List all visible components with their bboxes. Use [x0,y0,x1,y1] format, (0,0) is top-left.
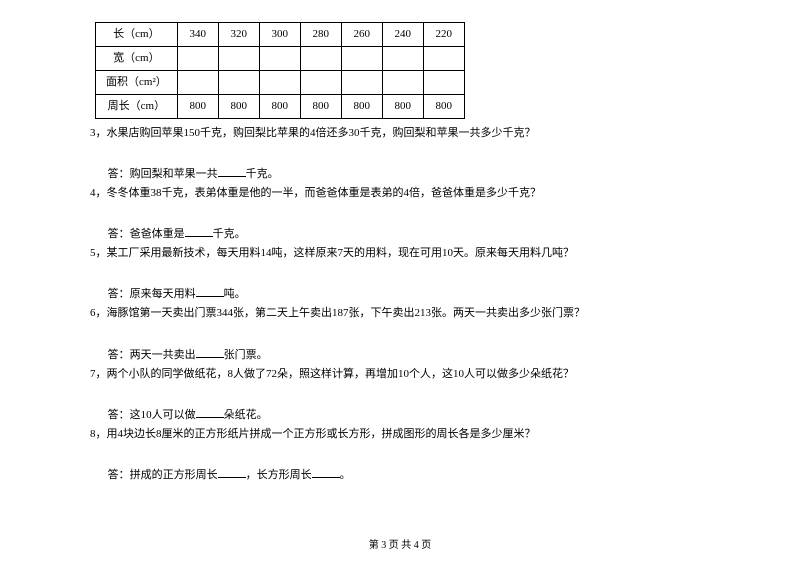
answer-6: 答：两天一共卖出 张门票。 [108,347,710,364]
problem-8: 8，用4块边长8厘米的正方形纸片拼成一个正方形或长方形，拼成图形的周长各是多少厘… [90,426,710,443]
problem-text: 用4块边长8厘米的正方形纸片拼成一个正方形或长方形，拼成图形的周长各是多少厘米？ [107,428,536,440]
cell: 280 [300,23,341,47]
cell: 800 [177,95,218,119]
problem-text: 某工厂采用最新技术，每天用料14吨，这样原来7天的用料，现在可用10天。原来每天… [107,247,575,259]
cell: 340 [177,23,218,47]
problem-text: 冬冬体重38千克，表弟体重是他的一半，而爸爸体重是表弟的4倍，爸爸体重是多少千克… [107,187,542,199]
cell: 800 [341,95,382,119]
blank [196,287,224,298]
cell: 260 [341,23,382,47]
blank [196,407,224,418]
dimensions-table: 长（cm） 340 320 300 280 260 240 220 宽（cm） … [95,22,465,119]
page-footer: 第 3 页 共 4 页 [0,536,800,551]
cell [382,71,423,95]
cell: 220 [423,23,464,47]
problem-number: 3， [90,127,107,139]
cell [259,47,300,71]
answer-3: 答：购回梨和苹果一共 千克。 [108,166,710,183]
answer-suffix: 朵纸花。 [224,409,268,421]
answer-mid: ，长方形周长 [246,469,312,481]
problem-5: 5，某工厂采用最新技术，每天用料14吨，这样原来7天的用料，现在可用10天。原来… [90,245,710,262]
answer-4: 答：爸爸体重是 千克。 [108,226,710,243]
row-label: 宽（cm） [96,47,178,71]
blank [312,467,340,478]
problem-text: 海豚馆第一天卖出门票344张，第二天上午卖出187张，下午卖出213张。两天一共… [107,307,586,319]
table-row: 长（cm） 340 320 300 280 260 240 220 [96,23,465,47]
answer-7: 答：这10人可以做 朵纸花。 [108,407,710,424]
cell [341,47,382,71]
answer-prefix: 答：爸爸体重是 [108,228,185,240]
table-row: 周长（cm） 800 800 800 800 800 800 800 [96,95,465,119]
answer-5: 答：原来每天用料 吨。 [108,286,710,303]
problem-text: 水果店购回苹果150千克，购回梨比苹果的4倍还多30千克，购回梨和苹果一共多少千… [107,127,536,139]
cell [218,47,259,71]
cell: 800 [300,95,341,119]
cell: 320 [218,23,259,47]
problem-number: 6， [90,307,107,319]
cell [423,47,464,71]
cell [177,71,218,95]
cell [382,47,423,71]
cell: 300 [259,23,300,47]
answer-prefix: 答：购回梨和苹果一共 [108,168,218,180]
answer-suffix: 。 [340,469,351,481]
cell [341,71,382,95]
cell [423,71,464,95]
problem-4: 4，冬冬体重38千克，表弟体重是他的一半，而爸爸体重是表弟的4倍，爸爸体重是多少… [90,185,710,202]
problem-3: 3，水果店购回苹果150千克，购回梨比苹果的4倍还多30千克，购回梨和苹果一共多… [90,125,710,142]
row-label: 长（cm） [96,23,178,47]
cell [259,71,300,95]
cell: 800 [423,95,464,119]
answer-suffix: 千克。 [213,228,246,240]
answer-prefix: 答：原来每天用料 [108,288,196,300]
problem-number: 4， [90,187,107,199]
cell: 800 [259,95,300,119]
cell: 800 [218,95,259,119]
blank [196,347,224,358]
blank [218,467,246,478]
row-label: 周长（cm） [96,95,178,119]
problem-number: 7， [90,368,107,380]
row-label: 面积（cm²） [96,71,178,95]
answer-suffix: 千克。 [246,168,279,180]
cell: 240 [382,23,423,47]
answer-suffix: 吨。 [224,288,246,300]
cell [300,47,341,71]
answer-prefix: 答：两天一共卖出 [108,349,196,361]
blank [185,226,213,237]
table-row: 宽（cm） [96,47,465,71]
problem-7: 7，两个小队的同学做纸花，8人做了72朵，照这样计算，再增加10个人，这10人可… [90,366,710,383]
document-page: 长（cm） 340 320 300 280 260 240 220 宽（cm） … [0,0,800,484]
problem-text: 两个小队的同学做纸花，8人做了72朵，照这样计算，再增加10个人，这10人可以做… [107,368,575,380]
answer-suffix: 张门票。 [224,349,268,361]
problem-number: 5， [90,247,107,259]
problem-number: 8， [90,428,107,440]
cell [177,47,218,71]
cell [218,71,259,95]
answer-prefix: 答：这10人可以做 [108,409,196,421]
answer-8: 答：拼成的正方形周长 ，长方形周长 。 [108,467,710,484]
problem-6: 6，海豚馆第一天卖出门票344张，第二天上午卖出187张，下午卖出213张。两天… [90,305,710,322]
cell [300,71,341,95]
blank [218,166,246,177]
answer-prefix: 答：拼成的正方形周长 [108,469,218,481]
cell: 800 [382,95,423,119]
table-row: 面积（cm²） [96,71,465,95]
